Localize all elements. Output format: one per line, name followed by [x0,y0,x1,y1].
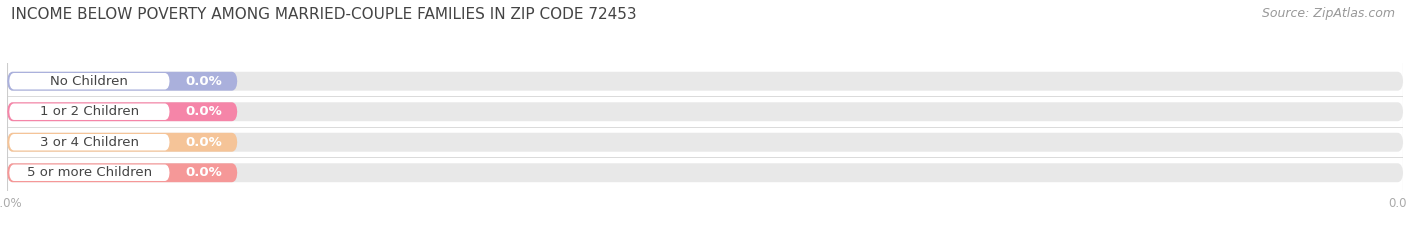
FancyBboxPatch shape [7,72,238,91]
FancyBboxPatch shape [7,163,1403,182]
Text: 0.0%: 0.0% [186,105,222,118]
FancyBboxPatch shape [7,163,238,182]
FancyBboxPatch shape [8,134,170,151]
Text: 5 or more Children: 5 or more Children [27,166,152,179]
FancyBboxPatch shape [7,102,238,121]
FancyBboxPatch shape [7,102,1403,121]
FancyBboxPatch shape [7,72,1403,91]
Text: 1 or 2 Children: 1 or 2 Children [39,105,139,118]
FancyBboxPatch shape [7,133,1403,152]
Text: Source: ZipAtlas.com: Source: ZipAtlas.com [1261,7,1395,20]
Text: 0.0%: 0.0% [186,166,222,179]
Text: No Children: No Children [51,75,128,88]
FancyBboxPatch shape [7,133,238,152]
Text: 0.0%: 0.0% [186,136,222,149]
FancyBboxPatch shape [8,164,170,181]
Text: 0.0%: 0.0% [186,75,222,88]
Text: 3 or 4 Children: 3 or 4 Children [39,136,139,149]
FancyBboxPatch shape [8,103,170,120]
Text: INCOME BELOW POVERTY AMONG MARRIED-COUPLE FAMILIES IN ZIP CODE 72453: INCOME BELOW POVERTY AMONG MARRIED-COUPL… [11,7,637,22]
FancyBboxPatch shape [8,73,170,89]
